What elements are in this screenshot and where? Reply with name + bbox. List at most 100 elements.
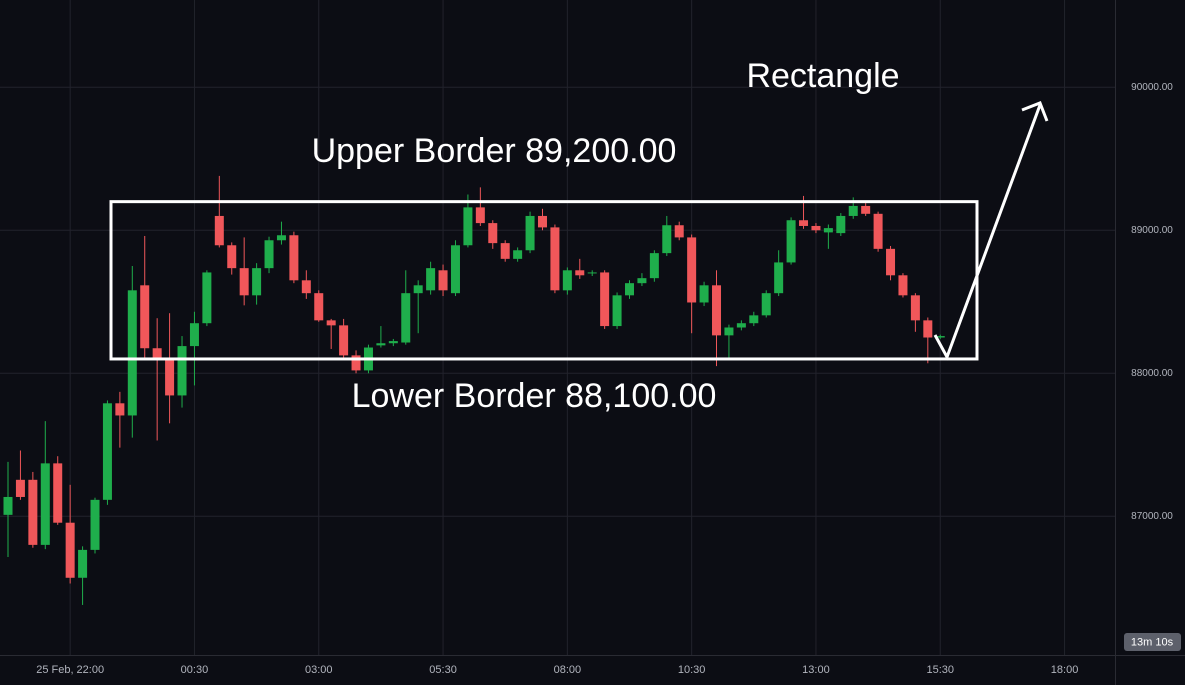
x-tick-label: 05:30 <box>429 664 457 676</box>
candle-body <box>600 272 610 327</box>
y-tick-label: 89000.00 <box>1131 225 1173 236</box>
rectangle-pattern <box>109 200 979 361</box>
candle-body <box>264 240 274 269</box>
candle-body <box>637 278 647 284</box>
candle-body <box>450 245 460 294</box>
candle-body <box>202 272 212 324</box>
candle-body <box>475 207 485 224</box>
candle-body <box>438 270 448 291</box>
candle-body <box>612 295 622 327</box>
candles <box>3 175 945 605</box>
candle-body <box>227 245 237 269</box>
countdown-badge <box>1124 633 1181 651</box>
x-tick-label: 03:00 <box>305 664 333 676</box>
candle-body <box>165 358 175 396</box>
candle-body <box>649 253 659 279</box>
x-tick-label: 25 Feb, 22:00 <box>36 664 104 676</box>
candle-body <box>674 225 684 238</box>
candle-body <box>836 215 846 234</box>
x-tick-label: 00:30 <box>181 664 209 676</box>
candle-body <box>301 280 311 294</box>
y-tick-label: 88000.00 <box>1131 368 1173 379</box>
candle-body <box>376 343 386 346</box>
candle-body <box>239 268 249 296</box>
candle-body <box>749 315 759 324</box>
candle-body <box>861 205 871 214</box>
candle-body <box>761 293 771 316</box>
candle-body <box>537 215 547 228</box>
candle-body <box>886 248 896 276</box>
candle-body <box>53 463 63 523</box>
x-tick-label: 18:00 <box>1051 664 1079 676</box>
candle-body <box>488 223 498 244</box>
countdown: 13m 10s <box>1131 636 1174 648</box>
candle-body <box>65 522 75 578</box>
candle-body <box>935 336 945 338</box>
candle-body <box>662 225 672 254</box>
candle-body <box>910 295 920 321</box>
candle-body <box>823 228 833 233</box>
candle-body <box>214 215 224 246</box>
candle-body <box>3 496 13 515</box>
x-tick-label: 10:30 <box>678 664 706 676</box>
candle-body <box>426 268 436 291</box>
candle-body <box>413 285 423 294</box>
arrow-head <box>1021 101 1049 122</box>
candle-body <box>724 327 734 336</box>
candle-body <box>252 268 262 296</box>
candle-body <box>28 479 38 545</box>
candle-body <box>774 262 784 294</box>
x-tick-label: 13:00 <box>802 664 830 676</box>
candle-body <box>799 220 809 226</box>
candle-body <box>152 348 162 359</box>
x-tick-label: 08:00 <box>554 664 582 676</box>
candle-body <box>314 293 324 321</box>
lower-border-label: Lower Border 88,100.00 <box>352 377 717 415</box>
candle-body <box>15 479 25 497</box>
candle-body <box>786 220 796 263</box>
candle-body <box>140 285 150 349</box>
candle-body <box>339 325 349 356</box>
candle-body <box>127 290 137 416</box>
candle-body <box>898 275 908 296</box>
candle-body <box>463 207 473 246</box>
y-tick-label: 87000.00 <box>1131 511 1173 522</box>
x-tick-label: 15:30 <box>926 664 954 676</box>
candle-body <box>500 243 510 259</box>
candle-body <box>177 346 187 396</box>
y-tick-label: 90000.00 <box>1131 82 1173 93</box>
candle-body <box>873 213 883 249</box>
candle-body <box>550 227 560 291</box>
candle-body <box>699 285 709 303</box>
candle-body <box>687 237 697 303</box>
candle-body <box>115 403 125 416</box>
candle-body <box>351 355 361 371</box>
candle-body <box>575 270 585 276</box>
candle-body <box>388 341 398 344</box>
candle-body <box>289 235 299 281</box>
candle-body <box>78 549 88 578</box>
candle-body <box>189 323 199 347</box>
candle-body <box>625 283 634 296</box>
pattern-label: Rectangle <box>746 57 899 95</box>
candle-body <box>736 323 746 328</box>
candle-body <box>587 272 597 274</box>
candle-body <box>712 285 722 336</box>
upper-border-label: Upper Border 89,200.00 <box>312 132 677 170</box>
candle-body <box>102 403 112 500</box>
candle-body <box>562 270 572 291</box>
arrow <box>933 104 1042 361</box>
candle-body <box>326 320 336 326</box>
candle-body <box>525 215 535 251</box>
candle-body <box>513 250 523 259</box>
candle-body <box>40 463 50 545</box>
candle-body <box>90 499 100 550</box>
overlay: Rectangle Upper Border 89,200.00 Lower B… <box>109 57 1049 415</box>
candle-body <box>401 293 411 343</box>
candle-body <box>811 225 821 231</box>
candle-body <box>848 205 858 216</box>
candle-body <box>923 320 933 338</box>
